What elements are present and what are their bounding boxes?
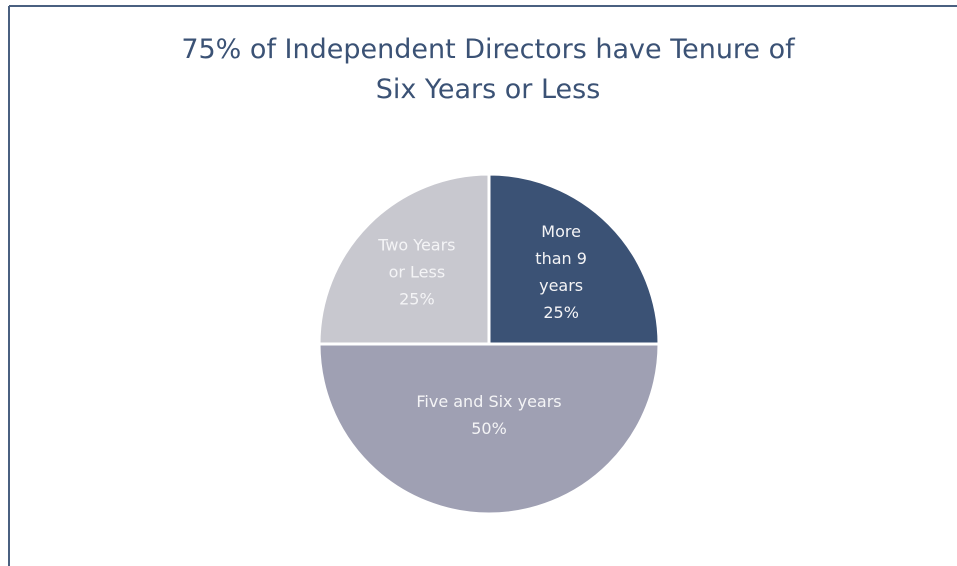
slice-label: Two Years or Less 25% [377,231,457,312]
value-label: 25% [543,302,579,322]
category-label: Two Years or Less [378,235,456,282]
category-label: Five and Six years [416,392,562,412]
value-label: 25% [399,289,435,309]
pie-slice [317,172,491,346]
value-label: 50% [471,419,507,439]
pie-slice [317,342,661,516]
slice-label: Five and Six years 50% [416,388,561,442]
chart-title: 75% of Independent Directors have Tenure… [181,34,795,105]
category-label: More than 9 years [535,221,587,295]
slice-label: More than 9 years 25% [521,218,601,326]
pie-slice [487,172,661,346]
